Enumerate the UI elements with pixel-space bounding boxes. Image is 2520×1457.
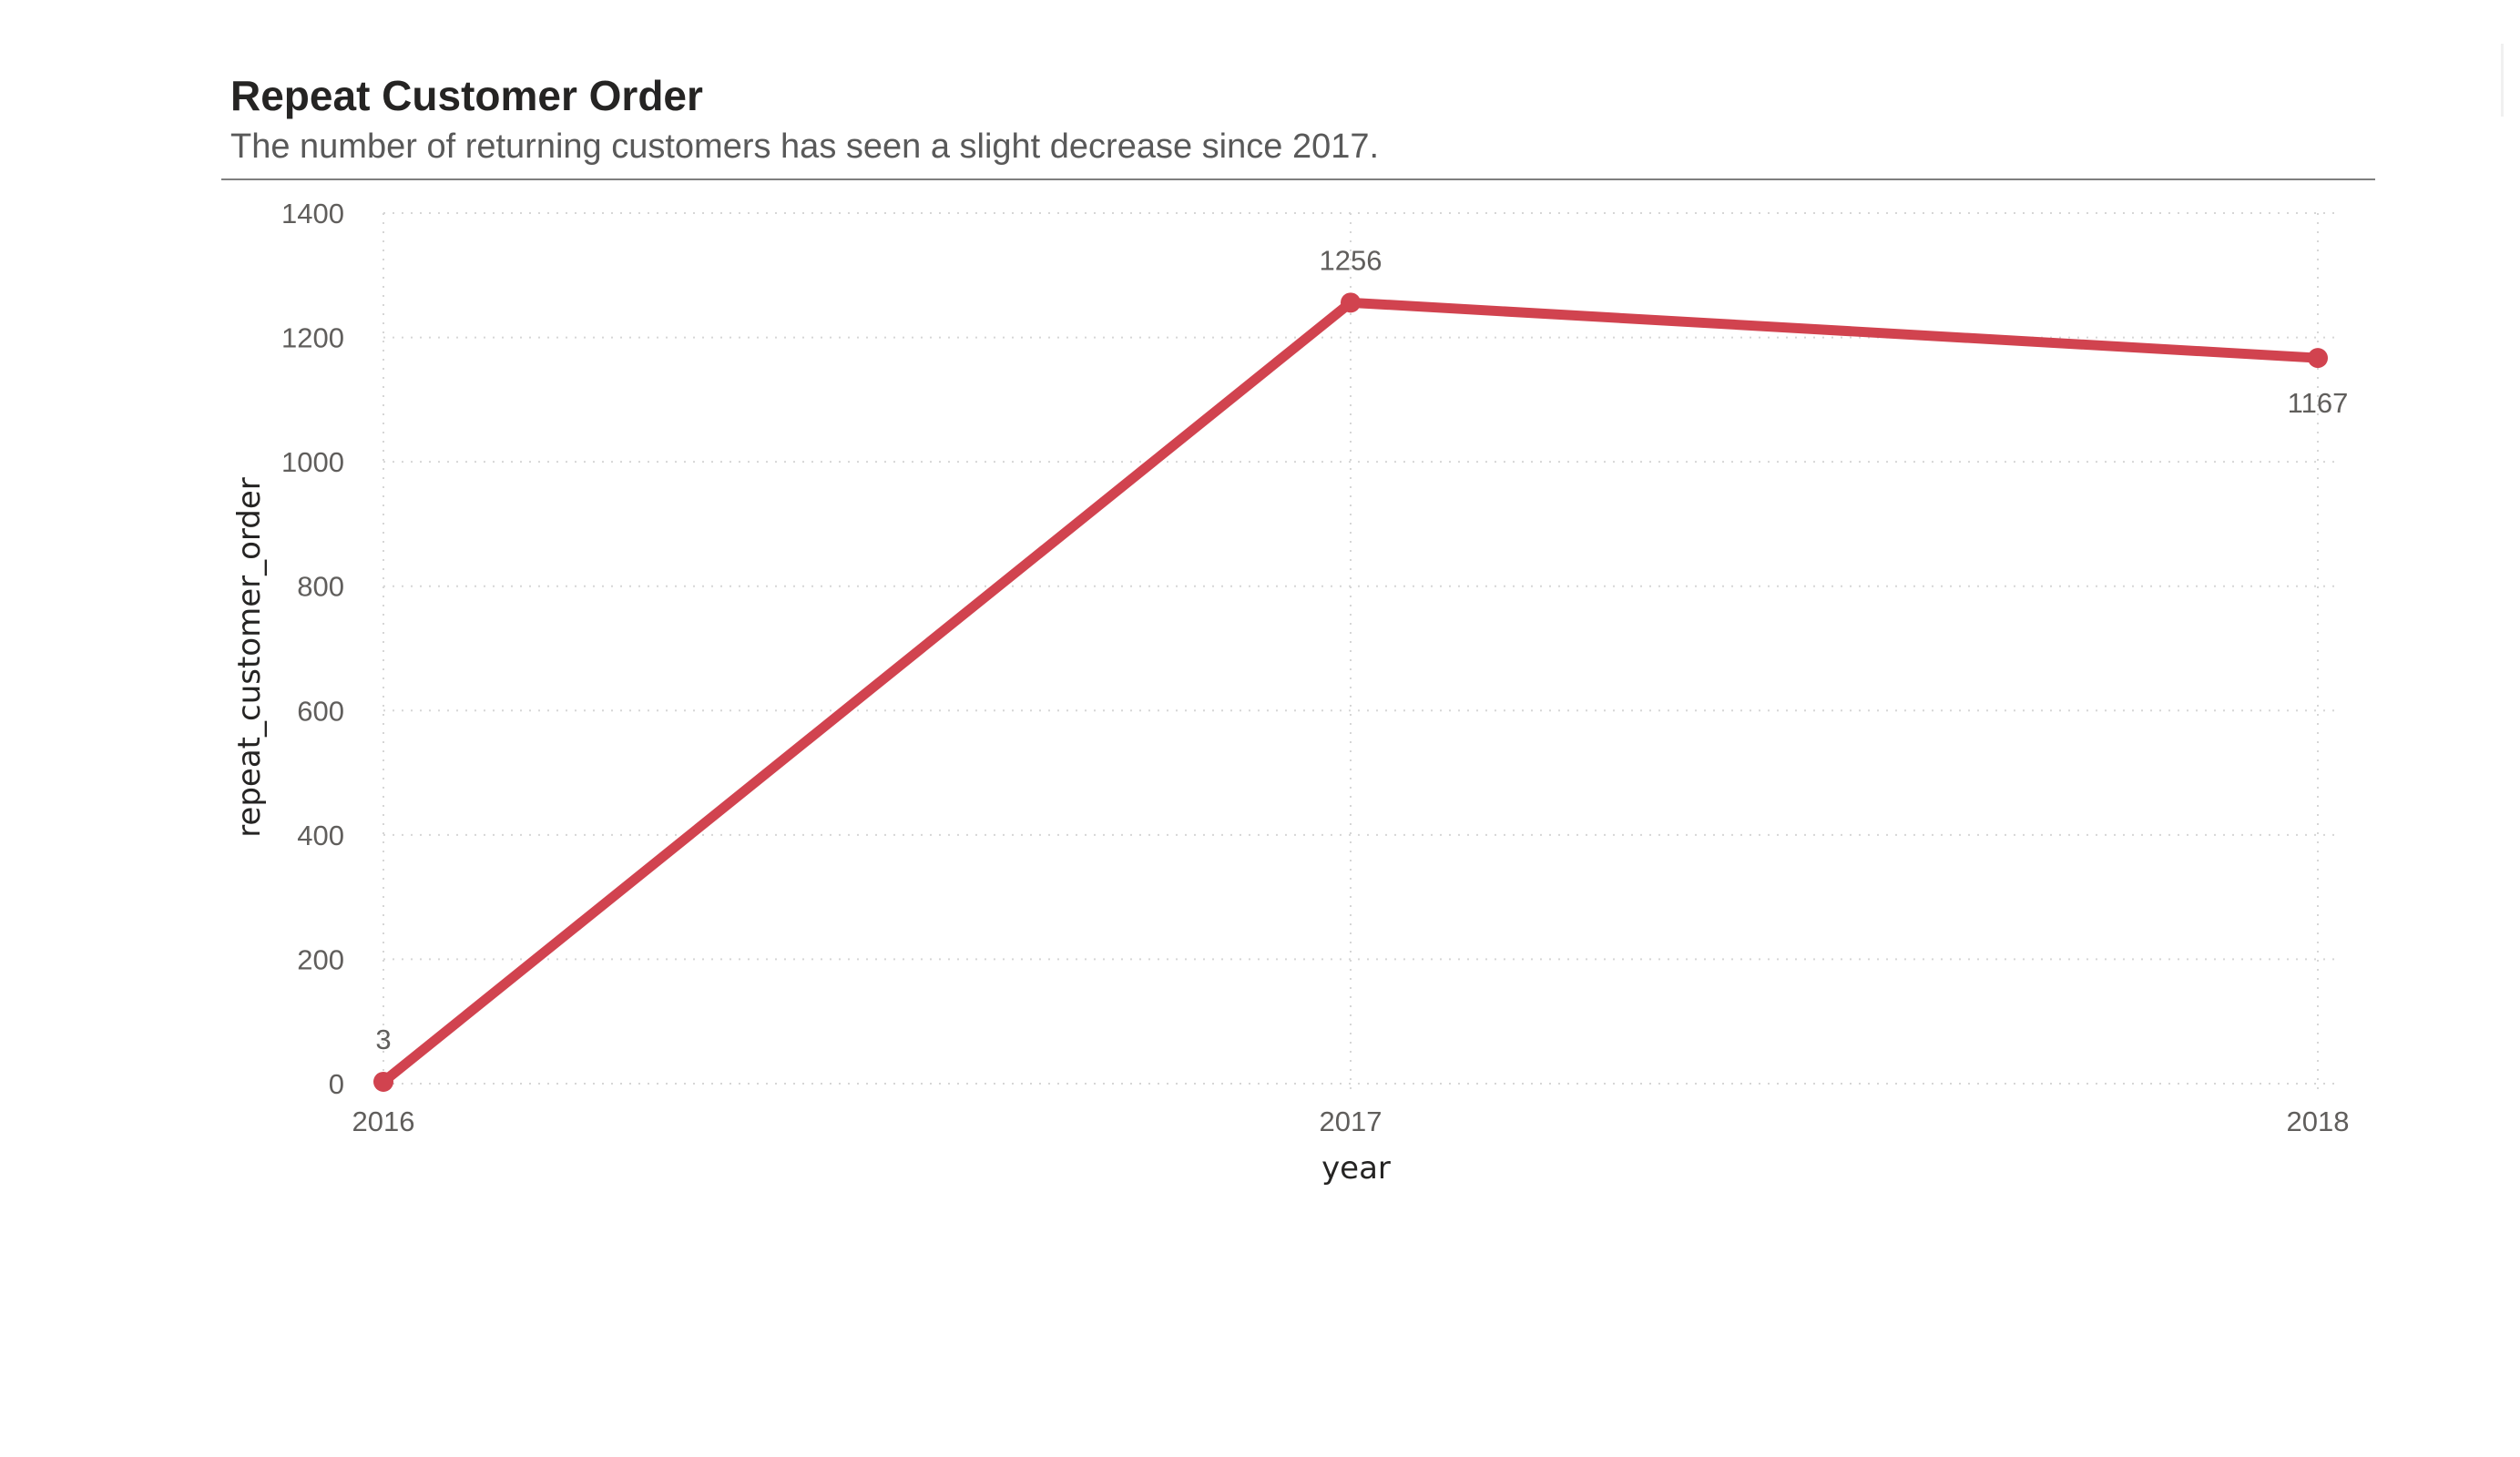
data-label: 1167	[2288, 387, 2349, 419]
series-line	[378, 297, 2323, 1087]
y-tick-label: 0	[329, 1068, 344, 1100]
x-axis-title: year	[1321, 1150, 1391, 1187]
data-point[interactable]	[1341, 292, 1361, 313]
scrollbar-track[interactable]	[2501, 44, 2504, 117]
x-tick-label: 2018	[2287, 1105, 2350, 1137]
data-point[interactable]	[373, 1071, 393, 1092]
y-tick-label: 1400	[281, 198, 344, 229]
y-tick-label: 400	[297, 820, 344, 851]
data-labels: 3 1256 1167	[375, 244, 2348, 1055]
data-label: 1256	[1320, 244, 1382, 276]
data-label: 3	[375, 1024, 391, 1055]
chart-title: Repeat Customer Order	[230, 72, 703, 119]
y-tick-label: 1000	[281, 446, 344, 478]
header-divider	[221, 178, 2375, 180]
y-tick-label: 800	[297, 571, 344, 603]
y-tick-label: 600	[297, 695, 344, 727]
y-tick-label: 1200	[281, 322, 344, 354]
chart-subtitle: The number of returning customers has se…	[230, 127, 1380, 166]
x-tick-label: 2016	[352, 1105, 415, 1137]
y-axis-title: repeat_customer_order	[231, 477, 268, 838]
series-line-path	[378, 297, 2323, 1087]
data-points[interactable]	[373, 292, 2328, 1092]
x-axis-ticks: 2016 2017 2018	[352, 1105, 2350, 1137]
y-tick-label: 200	[297, 943, 344, 975]
x-tick-label: 2017	[1320, 1105, 1382, 1137]
y-axis-ticks: 0 200 400 600 800 1000 1200 1400	[281, 198, 344, 1100]
data-point[interactable]	[2308, 348, 2328, 369]
